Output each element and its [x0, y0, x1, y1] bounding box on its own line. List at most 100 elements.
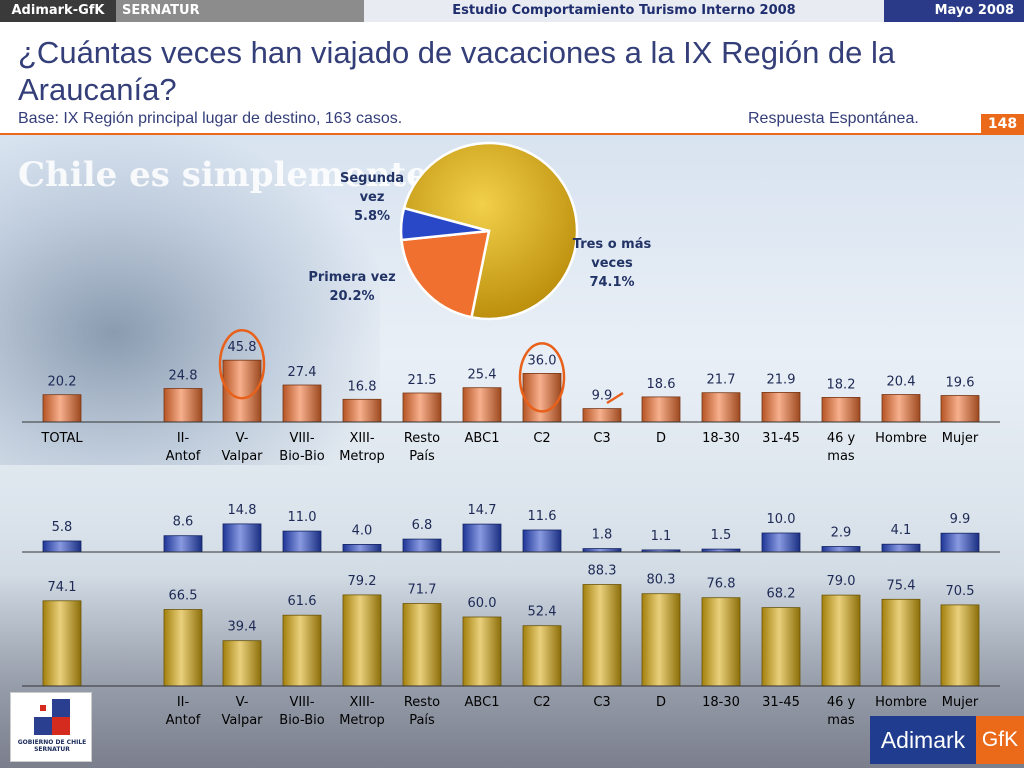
bar-value-label: 14.7 — [468, 503, 497, 518]
bar-value-label: 2.9 — [831, 526, 852, 541]
category-label: 18-30 — [702, 431, 740, 446]
bar — [821, 594, 861, 687]
category-label: D — [656, 431, 666, 446]
category-label: 46 y mas — [827, 695, 856, 728]
gfk-logo-text: GfK — [976, 716, 1024, 764]
bar-value-label: 21.5 — [408, 373, 437, 388]
bar-value-label: 75.4 — [887, 578, 916, 593]
bar — [761, 532, 801, 553]
bar — [522, 372, 562, 423]
bar — [462, 387, 502, 423]
bar — [701, 597, 741, 687]
bar-value-label: 70.5 — [946, 584, 975, 599]
bar — [940, 395, 980, 423]
bar-value-label: 39.4 — [228, 620, 257, 635]
bar — [42, 394, 82, 423]
pie-slice-primera-vez — [400, 229, 491, 319]
bar-value-label: 6.8 — [412, 518, 433, 533]
bar-chart-segunda-vez: 5.8 8.6 14.8 11.0 4.0 6.8 14.7 11.6 1.8 1.1 1.5 10.… — [22, 503, 1000, 553]
bar — [163, 609, 203, 687]
bar-value-label: 24.8 — [169, 369, 198, 384]
base-note: Base: IX Región principal lugar de desti… — [18, 110, 403, 127]
category-label: D — [656, 695, 666, 710]
bar-value-label: 20.2 — [48, 375, 77, 390]
bar-value-label: 1.1 — [651, 529, 672, 544]
bar — [641, 396, 681, 423]
bar-value-label: 52.4 — [528, 605, 557, 620]
bar — [462, 616, 502, 687]
bar-value-label: 9.9 — [592, 389, 613, 404]
bar-value-label: 8.6 — [173, 515, 194, 530]
bar — [163, 535, 203, 553]
bar — [222, 523, 262, 553]
bar — [582, 548, 622, 553]
bar — [761, 607, 801, 687]
bar-chart-tres-o-mas: 74.1 66.5 39.4 61.6 79.2 71.7 60.0 52.4 88.3 80.3… — [22, 564, 1000, 728]
category-label: V-Valpar — [221, 431, 263, 464]
bar — [522, 625, 562, 687]
bar — [940, 532, 980, 553]
category-label: V-Valpar — [221, 695, 263, 728]
category-label: Resto País — [404, 695, 440, 728]
bar-value-label: 66.5 — [169, 589, 198, 604]
bar — [761, 391, 801, 423]
pie-label-primera-vez: Primera vez 20.2% — [308, 270, 395, 304]
bar — [42, 540, 82, 553]
page-number-badge: 148 — [981, 114, 1024, 134]
bar-value-label: 16.8 — [348, 379, 377, 394]
category-label: XIII-Metrop — [339, 695, 385, 728]
bar — [42, 600, 82, 687]
client-label: SERNATUR — [116, 0, 364, 22]
bar-value-label: 60.0 — [468, 596, 497, 611]
bar — [282, 530, 322, 553]
category-label: Hombre — [875, 695, 927, 710]
bar-value-label: 88.3 — [588, 564, 617, 579]
bar-value-label: 4.0 — [352, 523, 373, 538]
response-type-note: Respuesta Espontánea. — [748, 110, 919, 127]
bar — [701, 548, 741, 553]
category-label: Resto País — [404, 431, 440, 464]
bar — [881, 394, 921, 423]
bar-value-label: 11.6 — [528, 509, 557, 524]
bar-value-label: 25.4 — [468, 368, 497, 383]
category-label: VIII-Bio-Bio — [279, 695, 324, 728]
bar — [462, 523, 502, 553]
bar-value-label: 5.8 — [52, 520, 73, 535]
category-label: VIII-Bio-Bio — [279, 431, 324, 464]
category-label: Mujer — [942, 695, 979, 710]
bar — [821, 546, 861, 553]
bar-value-label: 71.7 — [408, 583, 437, 598]
adimark-gfk-logo: Adimark GfK — [870, 716, 1024, 764]
pie-slice-tres-o-mas — [402, 141, 579, 321]
category-label: II-Antof — [166, 695, 201, 728]
category-label: 31-45 — [762, 695, 800, 710]
pie-label-segunda-vez: Segunda vez 5.8% — [340, 171, 404, 224]
category-label: Mujer — [942, 431, 979, 446]
category-label: C3 — [593, 431, 610, 446]
bar — [881, 543, 921, 553]
bar-value-label: 19.6 — [946, 376, 975, 391]
category-label: ABC1 — [465, 695, 500, 710]
bar-value-label: 1.8 — [592, 528, 613, 543]
bar — [641, 593, 681, 687]
bar-value-label: 11.0 — [288, 510, 317, 525]
bar-value-label: 79.0 — [827, 574, 856, 589]
bar — [881, 598, 921, 687]
bar-value-label: 80.3 — [647, 573, 676, 588]
adimark-logo-text: Adimark — [870, 716, 976, 764]
bar-value-label: 21.7 — [707, 373, 736, 388]
bar — [282, 614, 322, 687]
bar — [222, 640, 262, 687]
category-label: XIII-Metrop — [339, 431, 385, 464]
bar — [282, 384, 322, 423]
top-bar: Adimark-GfK SERNATUR Estudio Comportamie… — [0, 0, 1024, 22]
bar-value-label: 68.2 — [767, 587, 796, 602]
category-label: C3 — [593, 695, 610, 710]
bar — [821, 396, 861, 423]
bar-value-label: 1.5 — [711, 528, 732, 543]
bar-value-label: 4.1 — [891, 523, 912, 538]
bar — [402, 538, 442, 553]
bar-value-label: 45.8 — [228, 340, 257, 355]
bar — [342, 398, 382, 423]
bar-value-label: 18.6 — [647, 377, 676, 392]
